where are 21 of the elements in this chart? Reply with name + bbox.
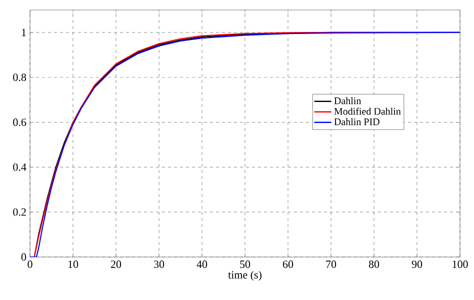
y-tick-label: 0 xyxy=(21,253,26,261)
legend-label: Dahlin xyxy=(334,97,362,104)
x-tick-label: 80 xyxy=(368,260,380,268)
y-tick-label: 0.8 xyxy=(13,74,26,82)
x-tick-label: 50 xyxy=(240,260,250,268)
x-tick-label: 90 xyxy=(412,260,422,268)
x-axis-title: time (s) xyxy=(228,270,262,281)
y-tick-label: 0.2 xyxy=(13,208,26,216)
legend-label: Modified Dahlin xyxy=(334,108,401,115)
x-tick-label: 100 xyxy=(452,260,468,268)
x-tick-label: 70 xyxy=(326,260,336,268)
y-tick-label: 0.4 xyxy=(13,163,26,171)
legend-label: Dahlin PID xyxy=(334,118,380,126)
x-tick-label: 0 xyxy=(28,260,32,268)
x-tick-label: 10 xyxy=(68,260,78,268)
x-tick-label: 60 xyxy=(282,260,294,268)
x-tick-label: 40 xyxy=(196,260,208,268)
y-tick-label: 1 xyxy=(22,28,26,36)
x-tick-label: 30 xyxy=(154,260,164,268)
y-tick-label: 0.6 xyxy=(13,118,26,126)
x-tick-label: 20 xyxy=(110,260,122,268)
